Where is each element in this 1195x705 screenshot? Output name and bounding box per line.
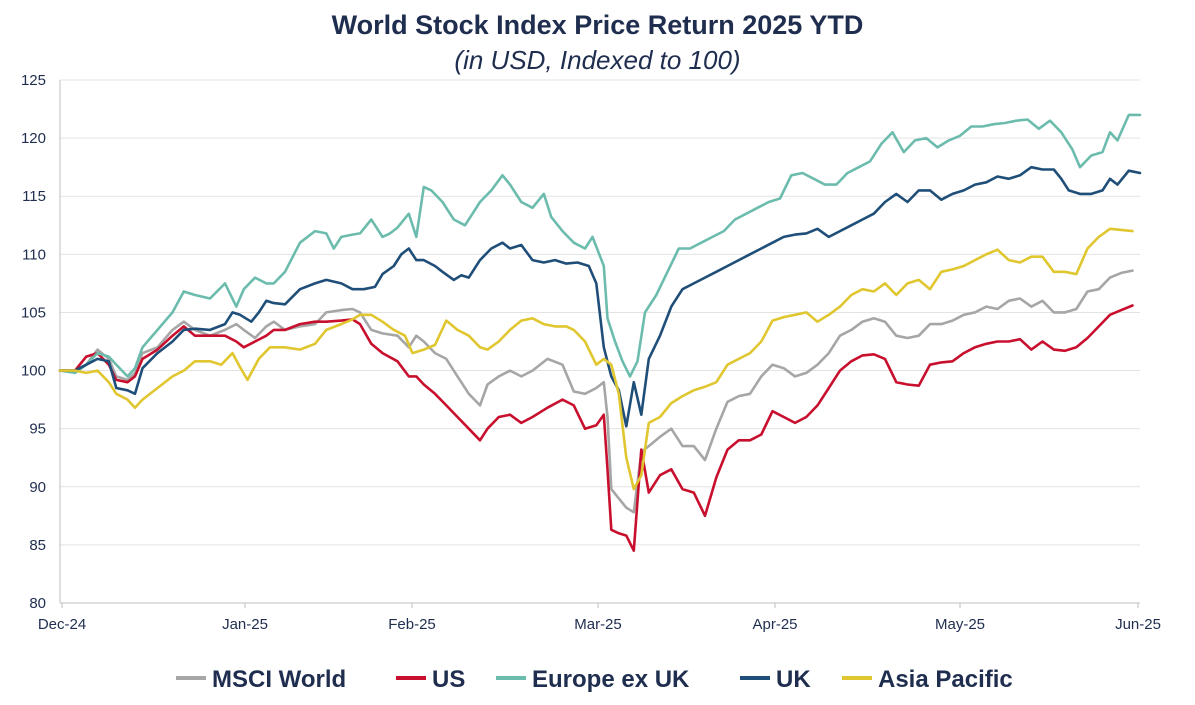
x-tick-label: Jan-25 xyxy=(222,616,268,633)
legend-label-uk: UK xyxy=(776,666,811,693)
y-tick-label: 110 xyxy=(22,246,46,263)
gridlines xyxy=(60,79,1140,546)
chart-title: World Stock Index Price Return 2025 YTD xyxy=(331,10,864,40)
y-tick-label: 80 xyxy=(29,595,46,612)
y-tick-label: 95 xyxy=(29,421,46,438)
legend-label-europe-ex-uk: Europe ex UK xyxy=(532,666,690,693)
x-tick-label: Mar-25 xyxy=(574,616,622,633)
legend-label-asia-pacific: Asia Pacific xyxy=(878,666,1013,693)
series-line-asia-pacific xyxy=(58,227,1134,491)
x-tick-label: Feb-25 xyxy=(388,616,436,633)
series-line-europe-ex-uk xyxy=(58,113,1142,378)
x-tick-label: Jun-25 xyxy=(1115,616,1161,633)
legend-label-msci-world: MSCI World xyxy=(212,666,346,693)
y-tick-label: 90 xyxy=(29,479,46,496)
legend-label-us: US xyxy=(432,666,465,693)
series-group xyxy=(58,113,1142,552)
y-tick-label: 100 xyxy=(21,363,46,380)
y-tick-label: 85 xyxy=(29,537,46,554)
series-line-us xyxy=(58,304,1134,552)
series-line-uk xyxy=(58,165,1142,428)
series-line-msci-world xyxy=(58,269,1134,514)
y-tick-label: 125 xyxy=(21,72,46,89)
y-tick-label: 120 xyxy=(21,130,46,147)
y-tick-label: 105 xyxy=(21,304,46,321)
legend: MSCI World US Europe ex UK UK Asia Pacific xyxy=(176,666,1013,693)
chart-subtitle: (in USD, Indexed to 100) xyxy=(454,45,741,75)
x-tick-label: Apr-25 xyxy=(752,616,797,633)
x-tick-label: Dec-24 xyxy=(38,616,86,633)
y-tick-label: 115 xyxy=(22,188,46,205)
axes: 80 85 90 95 100 105 110 115 120 125 Dec-24 Jan-25 Fe… xyxy=(21,72,1161,633)
x-tick-label: May-25 xyxy=(935,616,985,633)
